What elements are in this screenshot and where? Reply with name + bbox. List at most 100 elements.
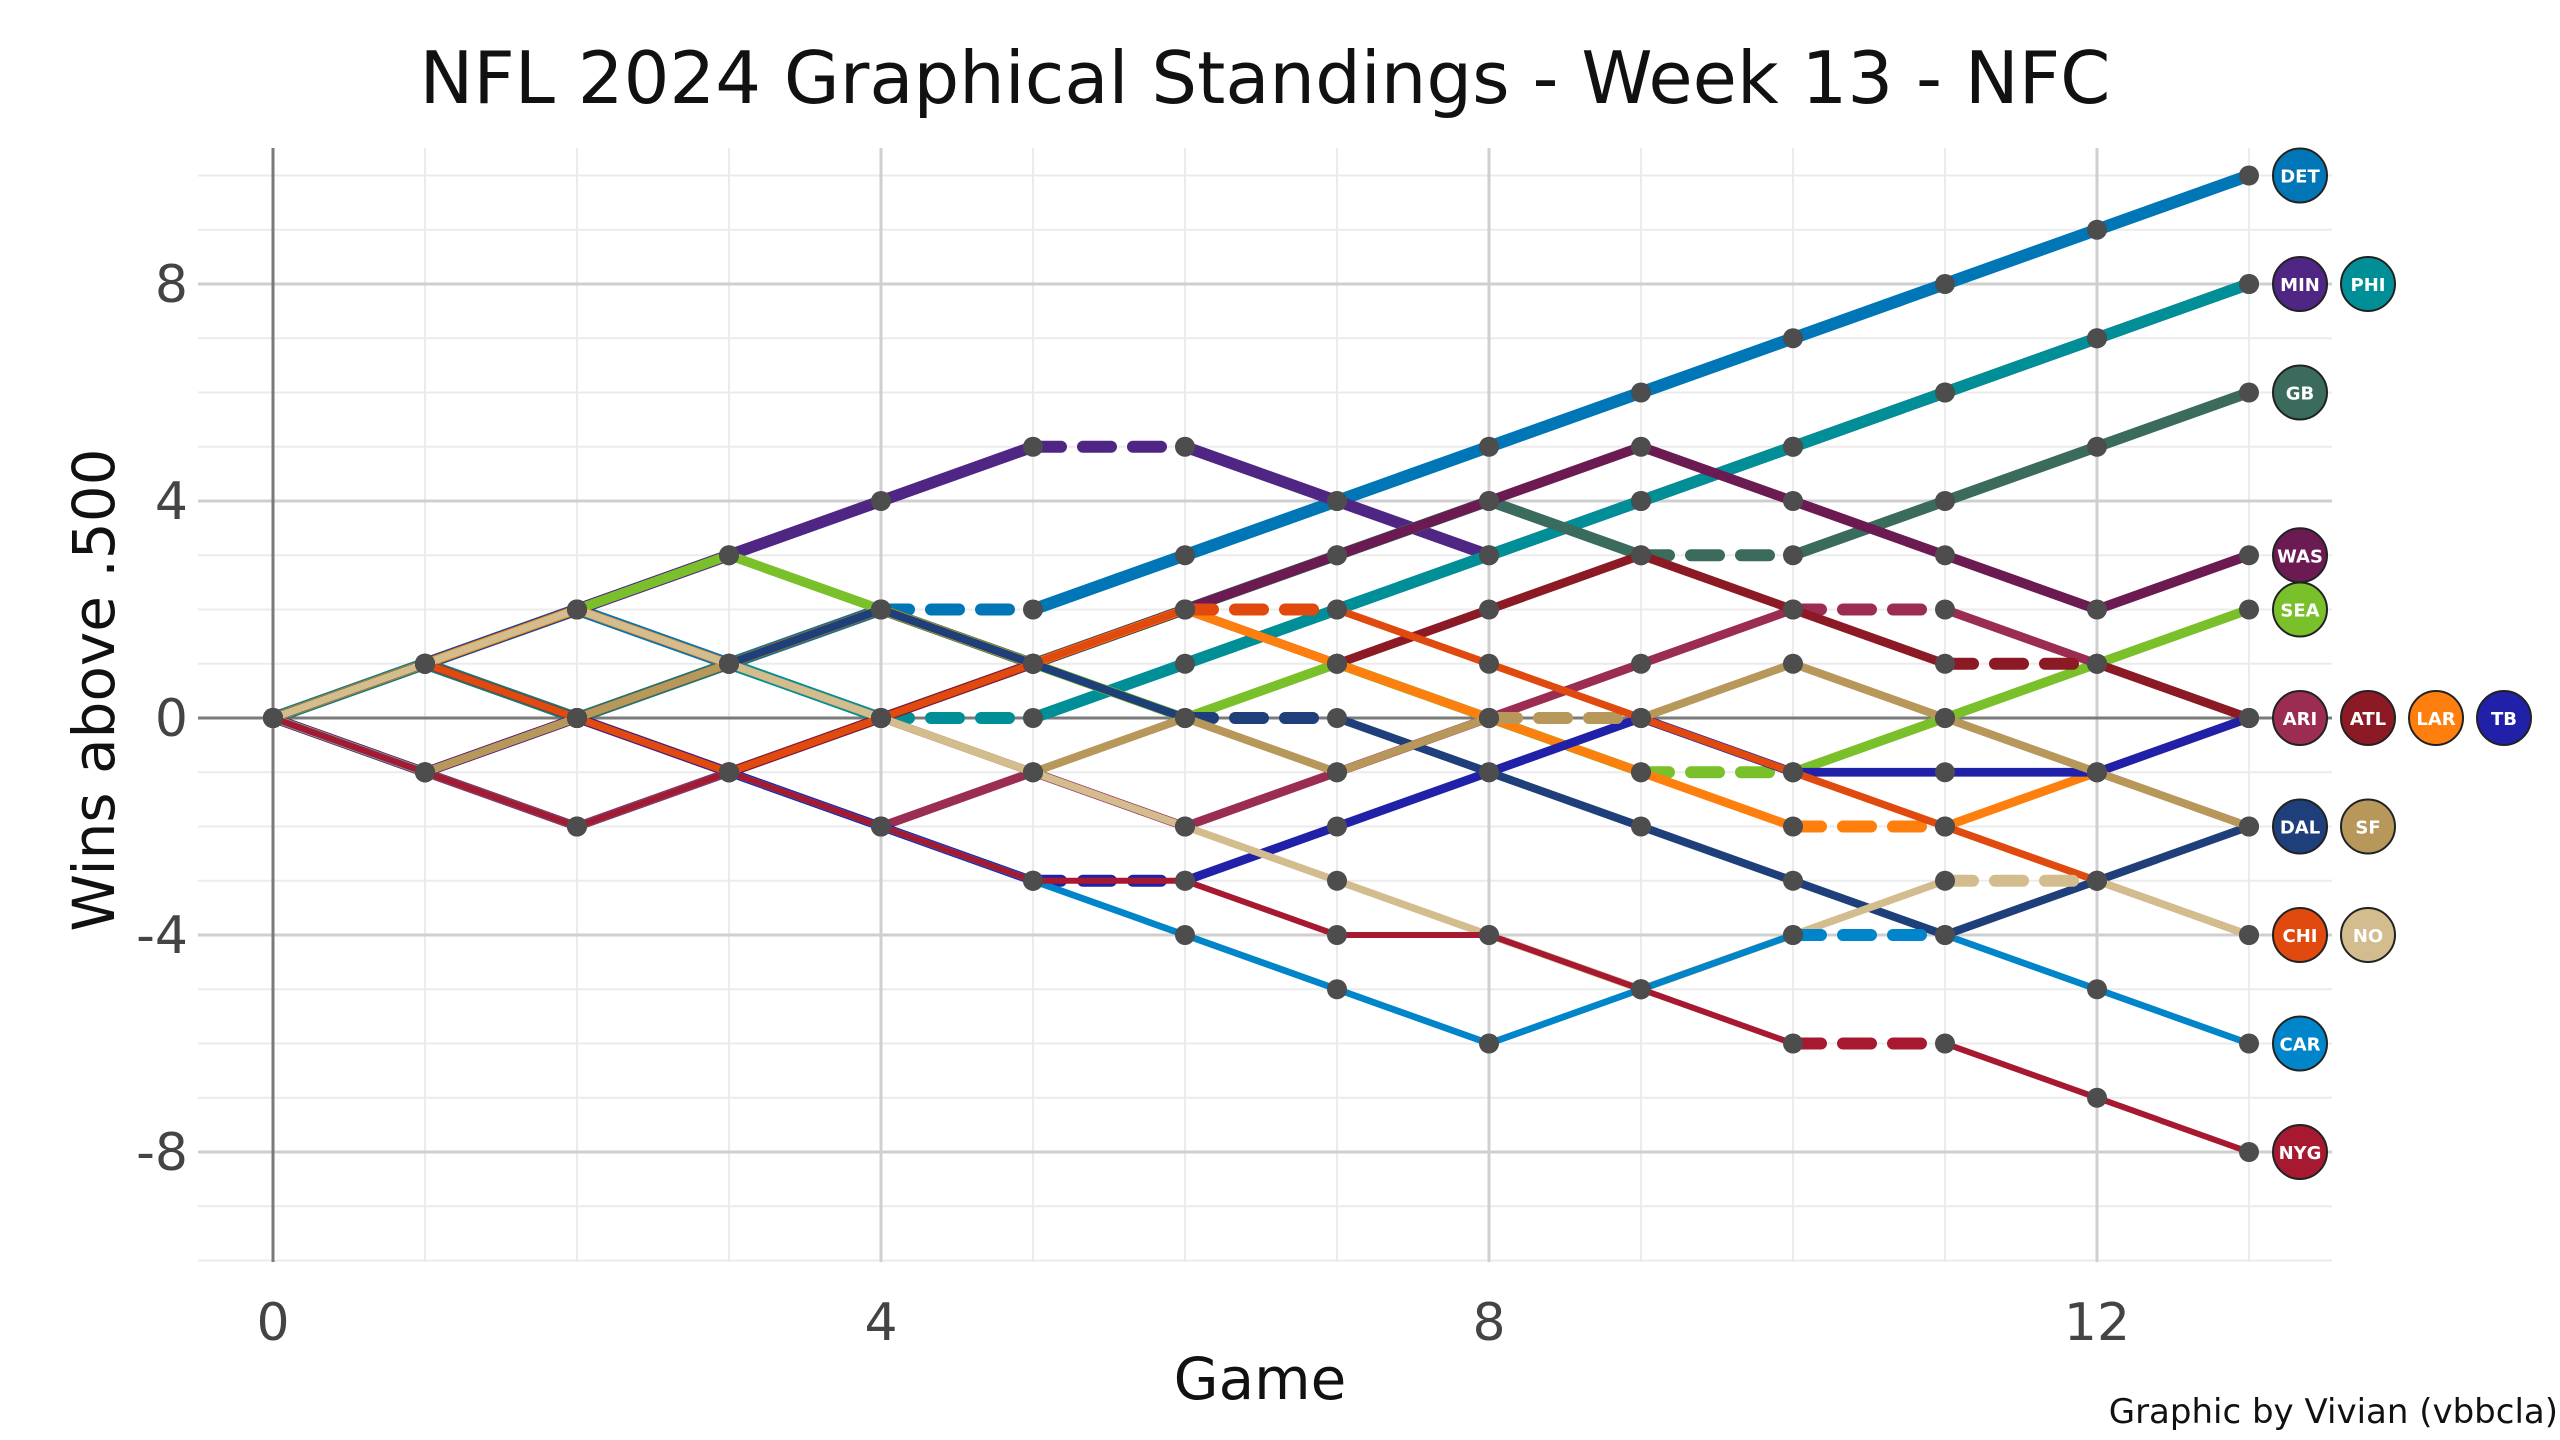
series-segment-sea: [1788, 713, 1950, 777]
series-segment-nyg: [1486, 932, 1644, 993]
series-segment-atl: [1636, 550, 1798, 614]
series-segment-car: [1333, 985, 1493, 1047]
x-tick-label: 8: [1472, 1293, 1505, 1353]
data-point-chi: [1327, 599, 1347, 620]
series-segment-nyg: [1182, 877, 1340, 938]
series-segment-atl: [1788, 605, 1950, 669]
data-point-chi: [567, 708, 587, 728]
series-segment-sf: [1180, 713, 1342, 777]
series-segment-sf: [1788, 659, 1950, 723]
series-segment-car: [2093, 985, 2253, 1047]
series-segment-sf: [1332, 713, 1494, 777]
data-point-phi: [2239, 274, 2259, 294]
series-segment-det: [1938, 223, 2104, 291]
data-point-no: [719, 653, 739, 674]
series-segment-sea: [1180, 659, 1342, 723]
series-segment-sea: [2092, 604, 2254, 669]
los-angeles-rams-logo-text: LAR: [2416, 709, 2455, 730]
data-point-tb: [1327, 816, 1347, 837]
series-segment-nyg: [1942, 1040, 2100, 1101]
series-segment-chi: [421, 660, 581, 722]
series-segment-chi: [573, 714, 733, 776]
series-segment-ari: [1636, 605, 1798, 669]
series-segment-det: [1482, 386, 1648, 453]
series-segment-no: [725, 660, 885, 722]
data-point-gb: [2087, 436, 2107, 457]
data-point-lar: [1631, 762, 1651, 783]
data-point-nyg: [1783, 1033, 1803, 1054]
series-segment-was: [1788, 496, 1950, 561]
data-point-car: [1479, 1033, 1499, 1054]
data-point-no: [415, 653, 435, 674]
data-point-dal: [1783, 870, 1803, 891]
series-segment-tb: [2092, 713, 2254, 777]
series-segment-phi: [1787, 386, 1951, 453]
x-tick-label: 12: [2064, 1293, 2130, 1353]
data-point-chi: [1175, 599, 1195, 620]
data-point-tb: [2239, 708, 2259, 728]
series-segment-sea: [572, 550, 734, 615]
series-segment-lar: [1636, 767, 1798, 831]
data-point-gb: [1935, 491, 1955, 511]
series-segment-dal: [2092, 822, 2254, 885]
series-segment-was: [1636, 441, 1798, 506]
data-point-ari: [1935, 599, 1955, 620]
data-point-lar: [1327, 653, 1347, 674]
data-point-nyg: [871, 816, 891, 837]
series-segment-car: [1029, 877, 1189, 939]
detroit-lions-logo-text: DET: [2280, 167, 2320, 188]
series-segment-gb: [1483, 495, 1647, 561]
green-bay-packers-logo-text: GB: [2286, 384, 2315, 405]
data-point-no: [871, 708, 891, 728]
carolina-panthers-logo: [2272, 1015, 2328, 1072]
data-point-atl: [2087, 653, 2107, 674]
data-point-dal: [1327, 708, 1347, 728]
y-tick-label: -4: [136, 906, 188, 966]
data-point-chi: [1023, 653, 1043, 674]
series-segment-nyg: [2094, 1094, 2252, 1155]
data-point-phi: [1935, 382, 1955, 403]
data-point-nyg: [263, 708, 283, 728]
tampa-bay-buccaneers-logo-text: TB: [2491, 709, 2517, 730]
series-segment-sf: [420, 713, 582, 777]
series-segment-min: [1179, 440, 1343, 507]
series-segment-det: [1178, 494, 1344, 562]
series-segment-no: [877, 714, 1037, 776]
series-segment-atl: [2092, 659, 2254, 723]
data-point-chi: [1479, 653, 1499, 674]
data-point-car: [1783, 925, 1803, 945]
series-segment-phi: [1331, 549, 1495, 616]
series-segment-was: [1180, 550, 1342, 615]
data-point-no: [1175, 816, 1195, 837]
y-tick-label: 4: [155, 472, 188, 532]
series-segment-nyg: [1638, 986, 1796, 1047]
series-segment-chi: [877, 660, 1037, 722]
series-segment-sf: [2092, 768, 2254, 831]
data-point-car: [1327, 979, 1347, 1000]
series-segment-ari: [876, 767, 1038, 831]
data-point-sea: [2239, 599, 2259, 620]
x-tick-label: 0: [256, 1293, 289, 1353]
series-segment-car: [1637, 931, 1797, 993]
san-francisco-49ers-logo: [2340, 798, 2396, 855]
series-segment-det: [2090, 169, 2256, 236]
series-segment-no: [269, 660, 429, 722]
arizona-cardinals-logo: [2272, 690, 2328, 746]
data-point-no: [2239, 925, 2259, 945]
series-segment-chi: [1333, 605, 1493, 668]
series-segment-dal: [1940, 876, 2102, 940]
data-point-was: [1327, 545, 1347, 566]
new-york-giants-logo-text: NYG: [2279, 1143, 2322, 1164]
data-point-sea: [719, 545, 739, 566]
data-point-dal: [1631, 816, 1651, 837]
philadelphia-eagles-logo: [2340, 256, 2396, 312]
series-segment-nyg: [878, 823, 1036, 884]
series-segment-sea: [724, 550, 886, 615]
data-point-atl: [1935, 653, 1955, 674]
y-tick-label: 8: [155, 255, 188, 315]
data-point-was: [2239, 545, 2259, 566]
series-segment-chi: [1941, 822, 2101, 885]
data-point-nyg: [415, 762, 435, 783]
data-point-det: [1935, 274, 1955, 294]
data-point-nyg: [719, 762, 739, 783]
